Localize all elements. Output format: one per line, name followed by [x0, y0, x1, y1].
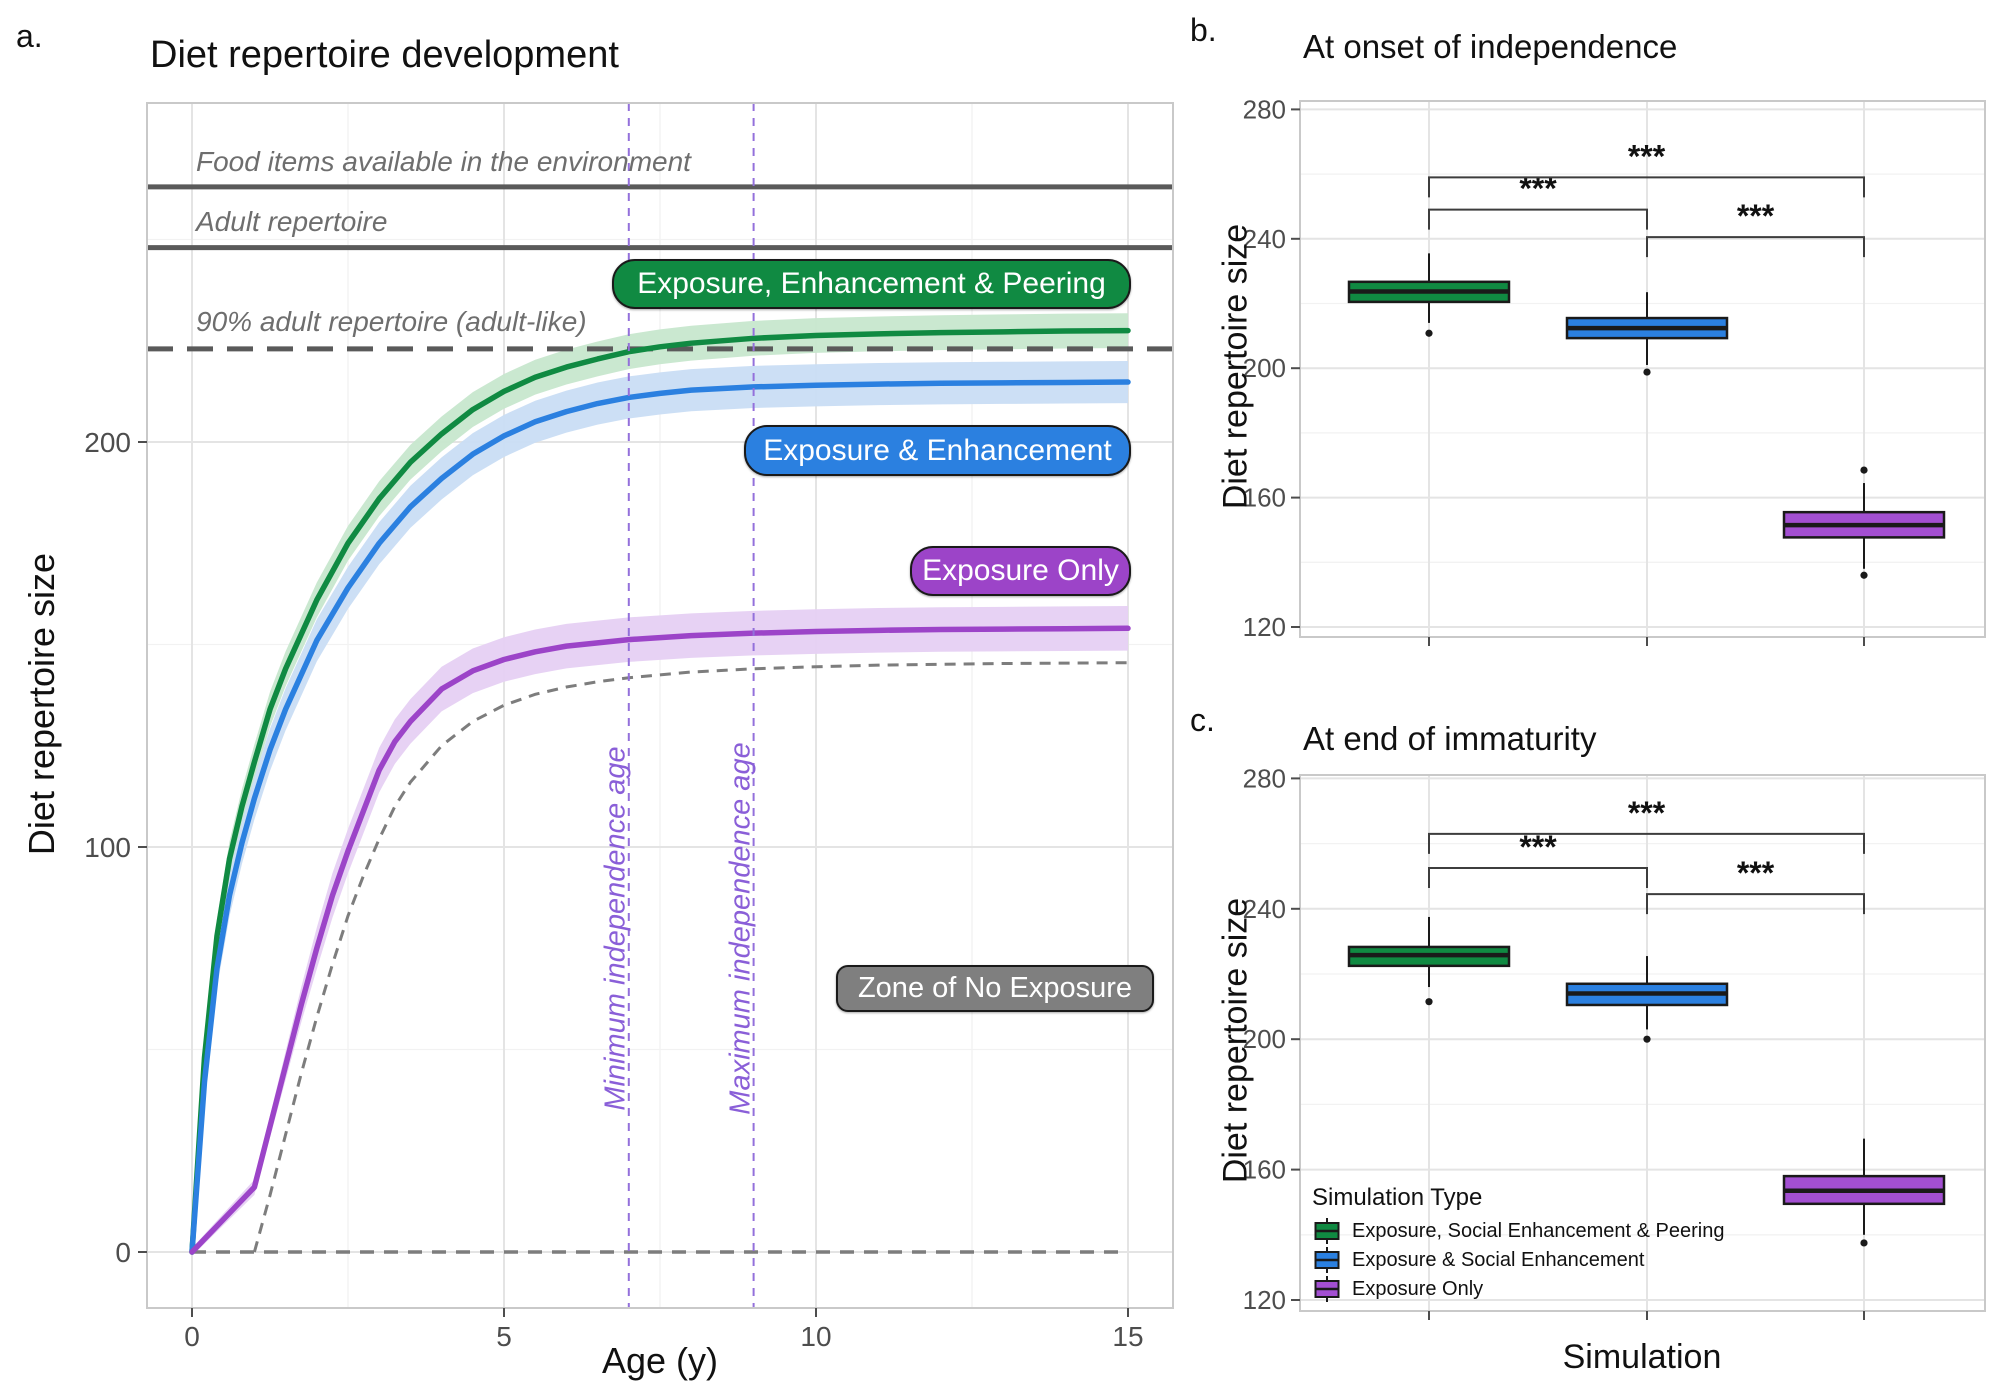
boxplot-glyph-green-icon — [1314, 1218, 1340, 1244]
significance-stars: *** — [1628, 138, 1666, 174]
y-tick-label: 280 — [1243, 763, 1286, 793]
y-tick-label: 100 — [84, 832, 131, 863]
significance-stars: *** — [1519, 171, 1557, 207]
panel-a-title: Diet repertoire development — [150, 34, 619, 76]
panel-c-y-axis-title: Diet repertoire size — [1216, 897, 1255, 1184]
panel-background — [1300, 775, 1985, 1311]
curve-blue — [189, 379, 1131, 1255]
x-tick-label: 5 — [496, 1321, 512, 1352]
legend-label: Exposure & Social Enhancement — [1352, 1248, 1645, 1271]
y-tick-label: 0 — [115, 1237, 131, 1268]
outlier-point — [1643, 1035, 1651, 1043]
outlier-point — [1643, 368, 1651, 376]
ninety-percent-annotation: 90% adult repertoire (adult-like) — [196, 306, 587, 337]
panel-c-title: At end of immaturity — [1303, 720, 1597, 757]
x-tick-label: 0 — [184, 1321, 200, 1352]
y-tick-label: 160 — [1243, 1155, 1286, 1185]
legend-label: Exposure, Social Enhancement & Peering — [1352, 1219, 1725, 1242]
y-tick-label: 200 — [84, 427, 131, 458]
x-tick-label: 15 — [1112, 1321, 1143, 1352]
y-tick-label: 200 — [1243, 1024, 1286, 1054]
significance-bracket — [1428, 832, 1865, 854]
panel-a-x-axis-title: Age (y) — [601, 1340, 719, 1381]
y-tick-label: 120 — [1243, 1285, 1286, 1315]
significance-stars: *** — [1628, 795, 1666, 831]
zone-of-no-exposure-label: Zone of No Exposure — [836, 965, 1154, 1012]
legend-item-green: Exposure, Social Enhancement & Peering — [1312, 1218, 1724, 1244]
max-independence-age-annotation: Maximum independence age — [724, 742, 757, 1115]
outlier-point — [1860, 571, 1868, 579]
boxplot-glyph-blue-icon — [1314, 1247, 1340, 1273]
panel-a-letter: a. — [16, 18, 43, 54]
panel-c-x-axis-title: Simulation — [1562, 1338, 1722, 1376]
y-tick-label: 240 — [1243, 224, 1286, 254]
legend-item-blue: Exposure & Social Enhancement — [1312, 1247, 1724, 1273]
panel-border — [146, 102, 1174, 1309]
significance-bracket — [1428, 176, 1865, 198]
y-tick-label: 120 — [1243, 612, 1286, 642]
blue-curve-label: Exposure & Enhancement — [744, 425, 1131, 476]
significance-stars: *** — [1737, 855, 1775, 891]
significance-stars: *** — [1519, 829, 1557, 865]
panel-b-y-axis-title: Diet repertoire size — [1216, 223, 1255, 510]
curve-purple — [189, 625, 1131, 1255]
significance-bracket — [1428, 867, 1648, 889]
x-tick-label: 10 — [800, 1321, 831, 1352]
significance-stars: *** — [1737, 198, 1775, 234]
outlier-point — [1425, 329, 1433, 337]
y-tick-label: 280 — [1243, 94, 1286, 124]
outlier-point — [1425, 998, 1433, 1006]
y-tick-label: 240 — [1243, 894, 1286, 924]
significance-bracket — [1646, 236, 1865, 258]
panel-c-letter: c. — [1190, 702, 1215, 738]
legend-label: Exposure Only — [1352, 1277, 1484, 1300]
boxplot-glyph-purple-icon — [1314, 1276, 1340, 1302]
outlier-point — [1860, 1239, 1868, 1247]
no-exposure-boundary-curve — [252, 661, 1129, 1253]
panel-border — [1299, 774, 1986, 1312]
purple-curve-label: Exposure Only — [910, 546, 1131, 596]
min-independence-age-annotation: Minimum independence age — [599, 746, 632, 1111]
legend-simulation-type: Simulation Type Exposure, Social Enhance… — [1312, 1184, 1724, 1302]
significance-bracket — [1646, 893, 1865, 915]
legend-title: Simulation Type — [1312, 1184, 1483, 1211]
legend-item-purple: Exposure Only — [1312, 1276, 1724, 1302]
significance-bracket — [1428, 208, 1648, 230]
panel-b-letter: b. — [1190, 12, 1217, 48]
y-tick-label: 200 — [1243, 353, 1286, 383]
adult-repertoire-annotation: Adult repertoire — [196, 206, 388, 237]
panel-a-y-axis-title: Diet repertoire size — [21, 552, 62, 856]
green-curve-label: Exposure, Enhancement & Peering — [612, 259, 1131, 309]
y-tick-label: 160 — [1243, 483, 1286, 513]
food-available-annotation: Food items available in the environment — [196, 146, 691, 177]
curve-green — [189, 327, 1131, 1255]
outlier-point — [1860, 466, 1868, 474]
panel-b-title: At onset of independence — [1303, 28, 1678, 65]
